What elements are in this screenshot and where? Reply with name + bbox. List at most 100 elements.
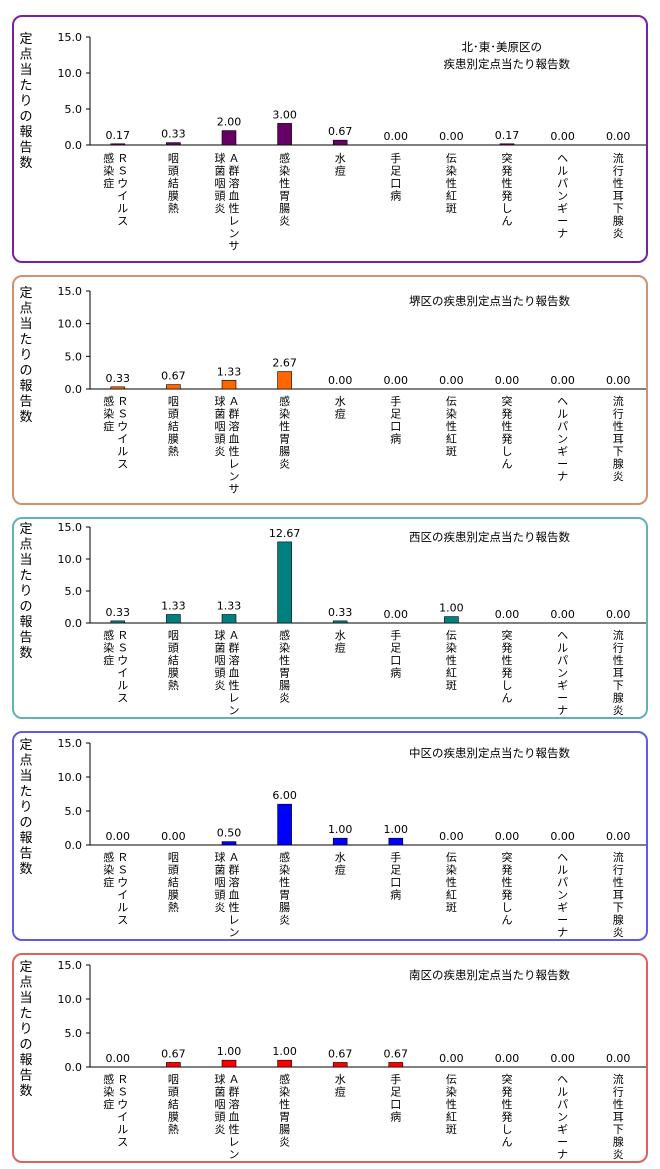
value-label: 0.00 [495, 1052, 520, 1065]
y-axis-label: 定 [19, 738, 32, 753]
category-label: 行 [613, 165, 624, 178]
chart-title: 疾患別定点当たり報告数 [444, 57, 571, 71]
y-axis-label: 報 [19, 125, 32, 140]
value-label: 0.67 [328, 1047, 353, 1060]
category-label: 感 [103, 851, 114, 864]
category-label: 熱 [168, 679, 179, 692]
category-label: ん [502, 1136, 513, 1149]
category-label: ナ [557, 704, 568, 717]
y-axis-label: 数 [19, 646, 32, 661]
category-label: ギ [557, 679, 568, 692]
category-label: 症 [103, 419, 114, 433]
value-label: 0.00 [550, 830, 575, 843]
category-label: 咽 [215, 876, 226, 889]
category-label: 炎 [279, 692, 290, 705]
category-label: 発 [502, 189, 513, 203]
category-label: 発 [502, 432, 513, 446]
y-axis-label: 当 [19, 991, 32, 1006]
category-label: 染 [103, 164, 114, 178]
category-label: ン [557, 433, 568, 446]
category-label: 下 [613, 901, 624, 914]
category-label: ル [117, 1123, 128, 1136]
category-label: 炎 [215, 679, 226, 692]
y-tick-label: 10.0 [58, 318, 83, 331]
value-label: 0.17 [495, 129, 520, 142]
category-label: 耳 [613, 889, 624, 902]
category-label: サ [229, 939, 240, 940]
y-tick-label: 5.0 [65, 103, 83, 116]
category-label: 腺 [613, 913, 624, 927]
category-label: 咽 [215, 420, 226, 433]
category-label: 発 [502, 164, 513, 178]
category-label: 症 [103, 176, 114, 190]
chart-title: 中区の疾患別定点当たり報告数 [409, 746, 570, 760]
chart-panel-naka: 定点当たりの報告数 0.0 5.0 10.0 15.0 中区の疾患別定点当たり報告数 0.0… [12, 731, 648, 941]
value-label: 0.67 [384, 1047, 409, 1060]
bar [444, 616, 459, 624]
chart-title: 南区の疾患別定点当たり報告数 [409, 968, 570, 982]
category-label: 痘 [335, 641, 346, 655]
category-label: 菌 [215, 864, 226, 877]
value-label: 0.00 [550, 374, 575, 387]
category-label: 水 [335, 152, 346, 165]
category-label: し [502, 901, 513, 914]
category-label: 性 [279, 176, 290, 190]
category-label: 咽 [168, 1073, 179, 1086]
category-label: 群 [229, 863, 240, 877]
category-label: ギ [557, 445, 568, 458]
category-label: 群 [229, 407, 240, 421]
category-label: 病 [390, 1110, 401, 1124]
bar [277, 123, 292, 146]
category-label: Ｒ [117, 1073, 128, 1086]
category-label: 性 [279, 419, 290, 433]
category-label: 血 [229, 888, 240, 902]
category-label: 染 [446, 863, 457, 877]
category-label: 膜 [168, 433, 179, 446]
chart-title: 北･東･美原区の [462, 40, 543, 54]
category-label: 性 [279, 875, 290, 889]
category-label: 斑 [446, 1123, 457, 1136]
category-label: 耳 [613, 190, 624, 203]
category-label: 結 [168, 419, 179, 433]
y-axis-label: 定 [19, 286, 32, 301]
category-label: 口 [390, 177, 401, 190]
value-label: 1.00 [328, 823, 353, 836]
category-label: Ａ [229, 152, 240, 165]
y-axis-label: 数 [19, 862, 32, 877]
category-label: 紅 [446, 433, 457, 446]
category-label: 結 [168, 875, 179, 889]
y-axis-label: 報 [19, 615, 32, 630]
category-label: 膜 [168, 190, 179, 203]
category-label: 紅 [446, 1111, 457, 1124]
bar [110, 620, 126, 624]
category-label: Ａ [229, 629, 240, 642]
chart-title: 堺区の疾患別定点当たり報告数 [409, 294, 570, 308]
category-label: ー [557, 692, 568, 705]
category-label: 手 [390, 850, 401, 864]
value-label: 0.17 [106, 129, 131, 142]
category-label: ル [117, 202, 128, 215]
category-label: ん [502, 215, 513, 228]
category-label: 伝 [446, 395, 457, 408]
category-label: 性 [613, 419, 624, 433]
category-label: 咽 [168, 152, 179, 165]
bar [221, 614, 237, 624]
y-axis-label: た [19, 79, 32, 94]
bar [221, 130, 237, 146]
category-label: 性 [502, 1097, 513, 1111]
category-label: 感 [103, 629, 114, 642]
category-label: ん [502, 914, 513, 927]
y-axis-label: 当 [19, 769, 32, 784]
category-label: 感 [279, 1073, 290, 1086]
bar [221, 841, 237, 846]
category-label: ル [557, 1086, 568, 1099]
category-label: ス [117, 914, 128, 927]
y-axis-label: 定 [19, 960, 32, 975]
category-label: 手 [390, 1072, 401, 1086]
value-label: 0.00 [495, 830, 520, 843]
category-label: 流 [613, 394, 624, 408]
category-label: 炎 [279, 1136, 290, 1149]
category-label: 染 [279, 164, 290, 178]
